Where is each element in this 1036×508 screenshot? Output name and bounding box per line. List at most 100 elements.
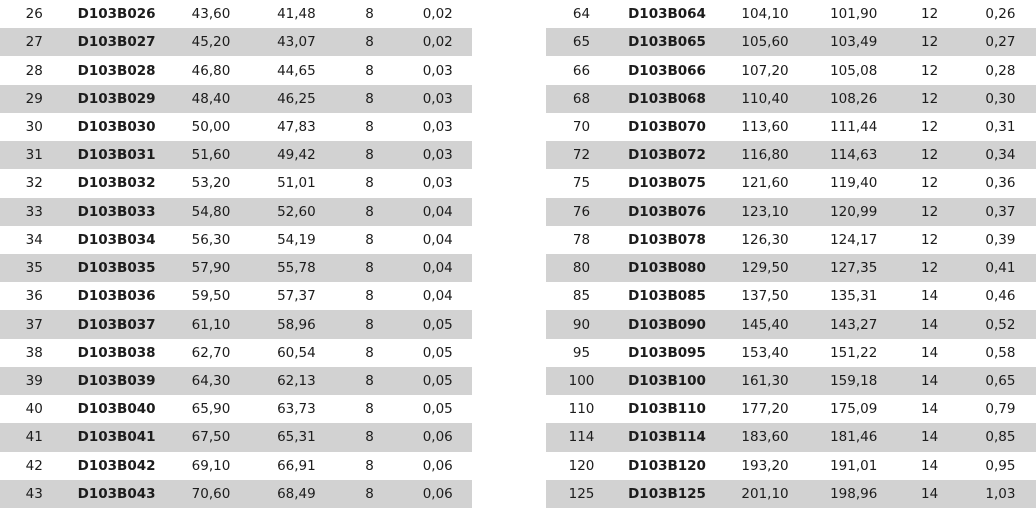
table-row: 75 D103B075 121,60 119,40 12 0,36 <box>546 169 1036 197</box>
value-cell-4: 0,28 <box>985 62 1016 79</box>
value-cell-1: 116,80 <box>741 147 789 164</box>
value-cell-3: 12 <box>921 62 939 79</box>
value-cell-1: 201,10 <box>741 485 789 502</box>
value-cell-4: 0,06 <box>422 457 453 474</box>
part-code-cell: D103B100 <box>628 372 706 389</box>
value-cell-3: 8 <box>365 401 374 418</box>
value-cell-2: 44,65 <box>277 62 316 79</box>
value-cell-1: 110,40 <box>741 90 789 107</box>
part-code-cell: D103B043 <box>77 485 156 502</box>
part-code-cell: D103B078 <box>628 231 706 248</box>
value-cell-3: 14 <box>921 485 939 502</box>
value-cell-2: 55,78 <box>277 260 316 277</box>
value-cell-4: 0,02 <box>422 6 453 23</box>
value-cell-1: 104,10 <box>741 6 789 23</box>
value-cell-4: 0,06 <box>422 485 453 502</box>
value-cell-4: 0,04 <box>422 231 453 248</box>
value-cell-3: 14 <box>921 429 939 446</box>
value-cell-2: 103,49 <box>830 34 878 51</box>
value-cell-3: 12 <box>921 90 939 107</box>
value-cell-2: 66,91 <box>277 457 316 474</box>
value-cell-3: 8 <box>365 457 374 474</box>
table-row: 114 D103B114 183,60 181,46 14 0,85 <box>546 423 1036 452</box>
value-cell-1: 153,40 <box>741 344 789 361</box>
value-cell-1: 113,60 <box>741 118 789 135</box>
value-cell-2: 57,37 <box>277 288 316 305</box>
value-cell-4: 0,05 <box>422 401 453 418</box>
part-code-cell: D103B030 <box>77 118 156 135</box>
row-number-cell: 66 <box>572 62 591 79</box>
value-cell-4: 0,05 <box>422 316 453 333</box>
row-number-cell: 65 <box>572 34 591 51</box>
part-code-cell: D103B080 <box>628 260 706 277</box>
value-cell-4: 0,04 <box>422 203 453 220</box>
row-number-cell: 31 <box>25 147 43 164</box>
value-cell-4: 0,46 <box>985 288 1016 305</box>
value-cell-2: 175,09 <box>830 401 878 418</box>
value-cell-3: 12 <box>921 147 939 164</box>
row-number-cell: 120 <box>568 457 595 474</box>
value-cell-2: 41,48 <box>277 6 316 23</box>
value-cell-3: 14 <box>921 457 939 474</box>
row-number-cell: 90 <box>572 316 591 333</box>
row-number-cell: 64 <box>572 6 591 23</box>
value-cell-1: 54,80 <box>191 203 231 220</box>
value-cell-1: 161,30 <box>741 372 789 389</box>
table-row: 100 D103B100 161,30 159,18 14 0,65 <box>546 366 1036 396</box>
row-number-cell: 75 <box>572 175 591 192</box>
row-number-cell: 85 <box>572 288 591 305</box>
table-row: 39 D103B039 64,30 62,13 8 0,05 <box>0 366 472 396</box>
part-code-cell: D103B090 <box>628 316 706 333</box>
value-cell-1: 53,20 <box>191 175 231 192</box>
row-number-cell: 125 <box>568 485 595 502</box>
value-cell-3: 12 <box>921 6 939 23</box>
value-cell-2: 119,40 <box>830 175 878 192</box>
value-cell-4: 0,58 <box>985 344 1016 361</box>
table-row: 78 D103B078 126,30 124,17 12 0,39 <box>546 226 1036 254</box>
value-cell-2: 127,35 <box>830 260 878 277</box>
value-cell-3: 12 <box>921 231 939 248</box>
value-cell-2: 124,17 <box>830 231 878 248</box>
row-number-cell: 40 <box>25 401 43 418</box>
part-code-cell: D103B120 <box>628 457 706 474</box>
table-row: 36 D103B036 59,50 57,37 8 0,04 <box>0 282 472 310</box>
value-cell-4: 0,26 <box>985 6 1016 23</box>
value-cell-4: 0,03 <box>422 147 453 164</box>
row-number-cell: 70 <box>572 118 591 135</box>
value-cell-1: 62,70 <box>191 344 231 361</box>
row-number-cell: 110 <box>568 401 595 418</box>
row-number-cell: 42 <box>25 457 43 474</box>
value-cell-1: 45,20 <box>191 34 231 51</box>
table-row: 35 D103B035 57,90 55,78 8 0,04 <box>0 253 472 283</box>
table-row: 29 D103B029 48,40 46,25 8 0,03 <box>0 84 472 113</box>
value-cell-2: 49,42 <box>277 147 316 164</box>
value-cell-4: 0,04 <box>422 260 453 277</box>
table-row: 95 D103B095 153,40 151,22 14 0,58 <box>546 339 1036 367</box>
table-row: 76 D103B076 123,10 120,99 12 0,37 <box>546 197 1036 226</box>
row-number-cell: 34 <box>25 231 43 248</box>
value-cell-1: 50,00 <box>191 118 231 135</box>
row-number-cell: 32 <box>25 175 43 192</box>
part-code-cell: D103B034 <box>77 231 156 248</box>
table-row: 66 D103B066 107,20 105,08 12 0,28 <box>546 56 1036 84</box>
value-cell-1: 177,20 <box>741 401 789 418</box>
value-cell-2: 114,63 <box>830 147 878 164</box>
parts-table-left: 26 D103B026 43,60 41,48 8 0,02 27 D103B027 45,20… <box>0 0 472 508</box>
value-cell-4: 0,52 <box>985 316 1016 333</box>
value-cell-3: 8 <box>365 231 374 248</box>
value-cell-3: 8 <box>365 316 374 333</box>
row-number-cell: 33 <box>25 203 43 220</box>
value-cell-1: 57,90 <box>191 260 231 277</box>
value-cell-3: 8 <box>365 485 374 502</box>
part-code-cell: D103B065 <box>628 34 706 51</box>
value-cell-1: 56,30 <box>191 231 231 248</box>
value-cell-2: 108,26 <box>830 90 878 107</box>
value-cell-1: 123,10 <box>741 203 789 220</box>
table-row: 33 D103B033 54,80 52,60 8 0,04 <box>0 197 472 226</box>
value-cell-2: 159,18 <box>830 372 878 389</box>
value-cell-2: 143,27 <box>830 316 878 333</box>
value-cell-3: 12 <box>921 203 939 220</box>
table-row: 26 D103B026 43,60 41,48 8 0,02 <box>0 0 472 28</box>
table-row: 32 D103B032 53,20 51,01 8 0,03 <box>0 169 472 197</box>
value-cell-3: 14 <box>921 401 939 418</box>
